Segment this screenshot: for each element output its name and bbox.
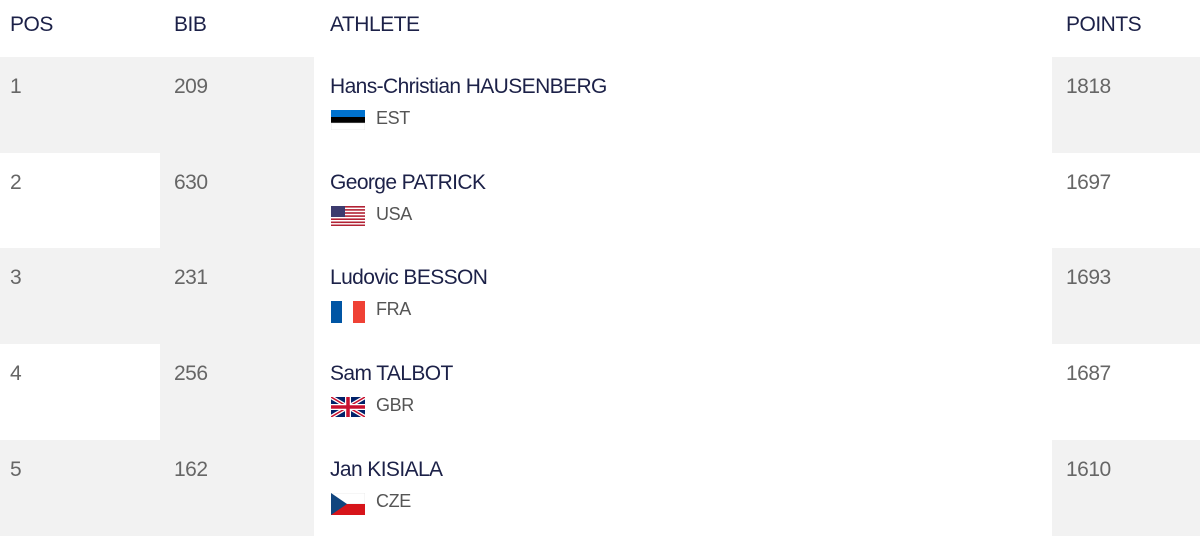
result-row[interactable]: 4 256 Sam TALBOT GBR 1687 — [0, 344, 1200, 440]
result-row[interactable]: 1 209 Hans-Christian HAUSENBERG EST 1818 — [0, 57, 1200, 153]
cell-bg — [0, 57, 160, 153]
cell-bg — [160, 344, 314, 440]
pos: 1 — [10, 75, 22, 98]
cell-bg — [1052, 57, 1200, 153]
flag — [331, 301, 365, 323]
country: FRA — [376, 299, 411, 319]
pos: 2 — [10, 171, 22, 194]
country: USA — [376, 204, 412, 224]
athlete: Hans-Christian HAUSENBERG — [330, 75, 607, 98]
flag — [331, 493, 365, 515]
header-points: POINTS — [1066, 13, 1142, 36]
result-row[interactable]: 3 231 Ludovic BESSON FRA 1693 — [0, 248, 1200, 344]
cell-bg — [1052, 440, 1200, 536]
cell-bg — [1052, 248, 1200, 344]
header-bib: BIB — [174, 13, 207, 36]
result-row[interactable]: 5 162 Jan KISIALA CZE 1610 — [0, 440, 1200, 536]
bib: 231 — [174, 266, 208, 289]
athlete: Ludovic BESSON — [330, 266, 488, 289]
pos: 3 — [10, 266, 22, 289]
pos: 4 — [10, 362, 22, 385]
flag — [331, 206, 365, 226]
points: 1687 — [1066, 362, 1111, 385]
header-athlete: ATHLETE — [330, 13, 420, 36]
athlete: Jan KISIALA — [330, 458, 443, 481]
points: 1693 — [1066, 266, 1111, 289]
result-row[interactable]: 2 630 George PATRICK USA 1697 — [0, 153, 1200, 249]
bib: 162 — [174, 458, 208, 481]
bib: 256 — [174, 362, 208, 385]
points: 1697 — [1066, 171, 1111, 194]
cell-bg — [0, 440, 160, 536]
header-pos: POS — [10, 13, 53, 36]
flag — [331, 397, 365, 417]
country: EST — [376, 108, 410, 128]
points: 1610 — [1066, 458, 1111, 481]
flag — [331, 110, 365, 130]
points: 1818 — [1066, 75, 1111, 98]
athlete: George PATRICK — [330, 171, 486, 194]
cell-bg — [160, 57, 314, 153]
pos: 5 — [10, 458, 22, 481]
cell-bg — [160, 440, 314, 536]
athlete: Sam TALBOT — [330, 362, 453, 385]
country: CZE — [376, 491, 411, 511]
cell-bg — [160, 248, 314, 344]
cell-bg — [0, 248, 160, 344]
country: GBR — [376, 395, 414, 415]
cell-bg — [160, 153, 314, 249]
bib: 209 — [174, 75, 208, 98]
bib: 630 — [174, 171, 208, 194]
